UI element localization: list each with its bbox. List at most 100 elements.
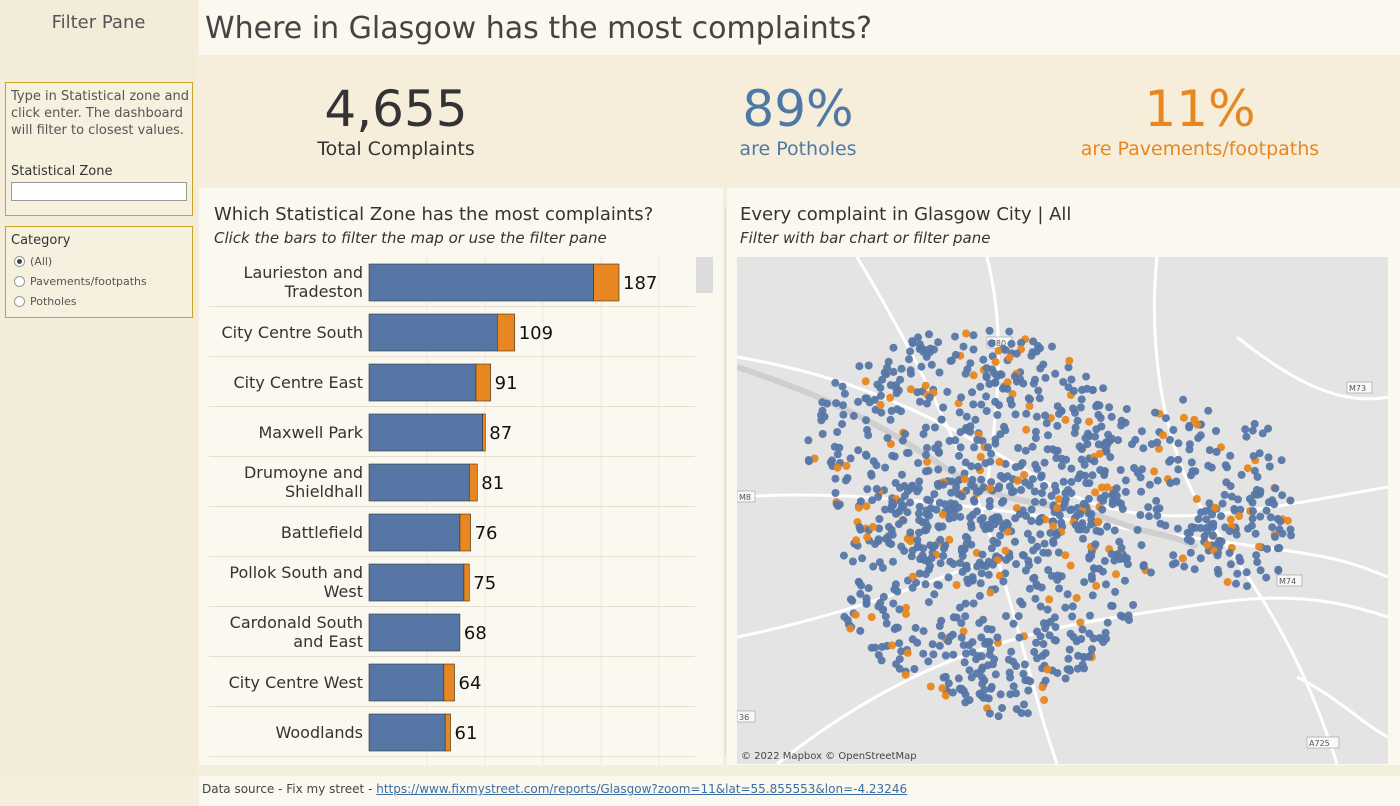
map-point-pothole: [982, 371, 991, 380]
map-point-pothole: [1236, 557, 1245, 566]
map-point-pothole: [1121, 576, 1129, 585]
map-road-label-box: [737, 710, 756, 723]
category-option-pavements[interactable]: Pavements/footpaths: [14, 273, 147, 289]
kpi-total-label: Total Complaints: [317, 138, 475, 160]
map-point-pothole: [994, 712, 1003, 721]
map-point-pothole: [1082, 372, 1091, 381]
bar-group[interactable]: [368, 513, 471, 552]
map-point-pavement: [1092, 581, 1101, 590]
map-point-pothole: [1051, 369, 1060, 378]
map-point-pothole: [982, 407, 991, 415]
map-point-pothole: [947, 488, 956, 497]
map-point-pavement: [862, 502, 871, 511]
map-point-pothole: [833, 428, 842, 436]
map-point-pothole: [957, 547, 966, 556]
map-point-pothole: [1027, 517, 1036, 525]
map-point-pavement: [1203, 540, 1212, 549]
bar-chart-plot: Laurieston and Tradeston 187 City Centre So…: [209, 257, 713, 765]
map-point-pothole: [1213, 551, 1222, 560]
map-point-pothole: [978, 550, 987, 559]
map-point-pavement: [923, 457, 932, 466]
map-point-pavement: [1025, 401, 1034, 410]
map-point-pothole: [1173, 524, 1182, 533]
map-point-pothole: [1057, 518, 1066, 527]
map-point-pothole: [1029, 379, 1038, 388]
map-point-pothole: [1253, 558, 1262, 567]
map-point-pothole: [928, 640, 937, 649]
bar-potholes: [368, 363, 477, 402]
complaints-map[interactable]: M80 M73 M8 M74 A725 36 © 2022 Mapbox © OpenSt…: [737, 257, 1388, 764]
map-road-label-text: M80: [989, 339, 1006, 348]
map-point-pothole: [838, 420, 847, 429]
radio-icon[interactable]: [14, 275, 25, 287]
map-point-pothole: [1287, 531, 1295, 540]
map-point-pothole: [1089, 634, 1098, 643]
bar-group[interactable]: [368, 263, 620, 302]
category-option-all[interactable]: (All): [14, 253, 52, 269]
map-point-pothole: [855, 362, 864, 371]
map-point-pothole: [1074, 651, 1083, 660]
map-point-pothole: [987, 449, 996, 458]
map-point-pavement: [994, 346, 1003, 355]
map-point-pothole: [944, 573, 953, 582]
map-point-pothole: [957, 619, 966, 627]
map-point-pothole: [969, 345, 978, 354]
map-point-pothole: [1121, 476, 1130, 485]
map-point-pothole: [1053, 421, 1062, 430]
map-point-pothole: [956, 443, 965, 452]
map-point-pothole: [932, 505, 941, 514]
kpi-potholes-label: are Potholes: [739, 138, 857, 160]
map-point-pothole: [961, 532, 970, 541]
map-point-pothole: [1049, 537, 1058, 545]
radio-selected-icon[interactable]: [14, 255, 25, 267]
map-point-pothole: [936, 535, 945, 544]
bar-group[interactable]: [368, 563, 470, 602]
category-option-potholes[interactable]: Potholes: [14, 293, 77, 309]
bar-group[interactable]: [368, 713, 451, 752]
bar-scrollbar[interactable]: [696, 257, 713, 293]
map-point-pothole: [955, 603, 964, 612]
map-point-pothole: [872, 461, 881, 470]
map-point-pothole: [949, 513, 958, 522]
map-point-pavement: [868, 522, 877, 531]
bar-chart-subtitle: Click the bars to filter the map or use …: [214, 229, 607, 247]
bar-group[interactable]: [368, 413, 486, 452]
map-point-pothole: [893, 405, 902, 414]
filter-pane-title: Filter Pane: [51, 12, 146, 33]
bar-group[interactable]: [368, 613, 461, 652]
map-point-pothole: [869, 562, 878, 571]
map-point-pothole: [1043, 605, 1052, 614]
bar-group[interactable]: [368, 463, 478, 502]
map-point-pothole: [1137, 541, 1146, 550]
statistical-zone-input[interactable]: [11, 182, 187, 201]
map-point-pothole: [856, 589, 865, 598]
map-point-pothole: [1097, 422, 1106, 431]
map-point-pothole: [1030, 573, 1039, 582]
bar-category-label: Drumoyne and Shieldhall: [244, 463, 363, 501]
map-point-pothole: [1105, 403, 1114, 412]
map-road-label: 36: [737, 710, 756, 723]
map-point-pothole: [1208, 510, 1217, 519]
bar-group[interactable]: [368, 663, 455, 702]
title-bar: Where in Glasgow has the most complaints…: [199, 0, 1400, 55]
map-point-pothole: [999, 522, 1008, 531]
map-point-pothole: [868, 496, 877, 505]
data-source-link[interactable]: https://www.fixmystreet.com/reports/Glas…: [376, 782, 908, 796]
map-point-pothole: [969, 599, 978, 608]
map-point-pothole: [1005, 668, 1014, 677]
map-point-pothole: [1018, 551, 1027, 559]
map-point-pothole: [987, 544, 996, 553]
bar-chart-title: Which Statistical Zone has the most comp…: [214, 204, 654, 225]
map-point-pothole: [940, 544, 948, 553]
bar-group[interactable]: [368, 313, 516, 352]
map-point-pavement: [995, 571, 1004, 580]
map-point-pothole: [1256, 487, 1265, 496]
map-point-pothole: [947, 504, 956, 513]
map-point-pothole: [1051, 446, 1060, 455]
map-point-pavement: [986, 588, 995, 597]
radio-icon[interactable]: [14, 295, 25, 307]
complaints-map-svg[interactable]: M80 M73 M8 M74 A725 36: [737, 257, 1388, 764]
map-point-pothole: [1059, 477, 1068, 486]
map-point-pothole: [1262, 573, 1271, 582]
bar-group[interactable]: [368, 363, 491, 402]
